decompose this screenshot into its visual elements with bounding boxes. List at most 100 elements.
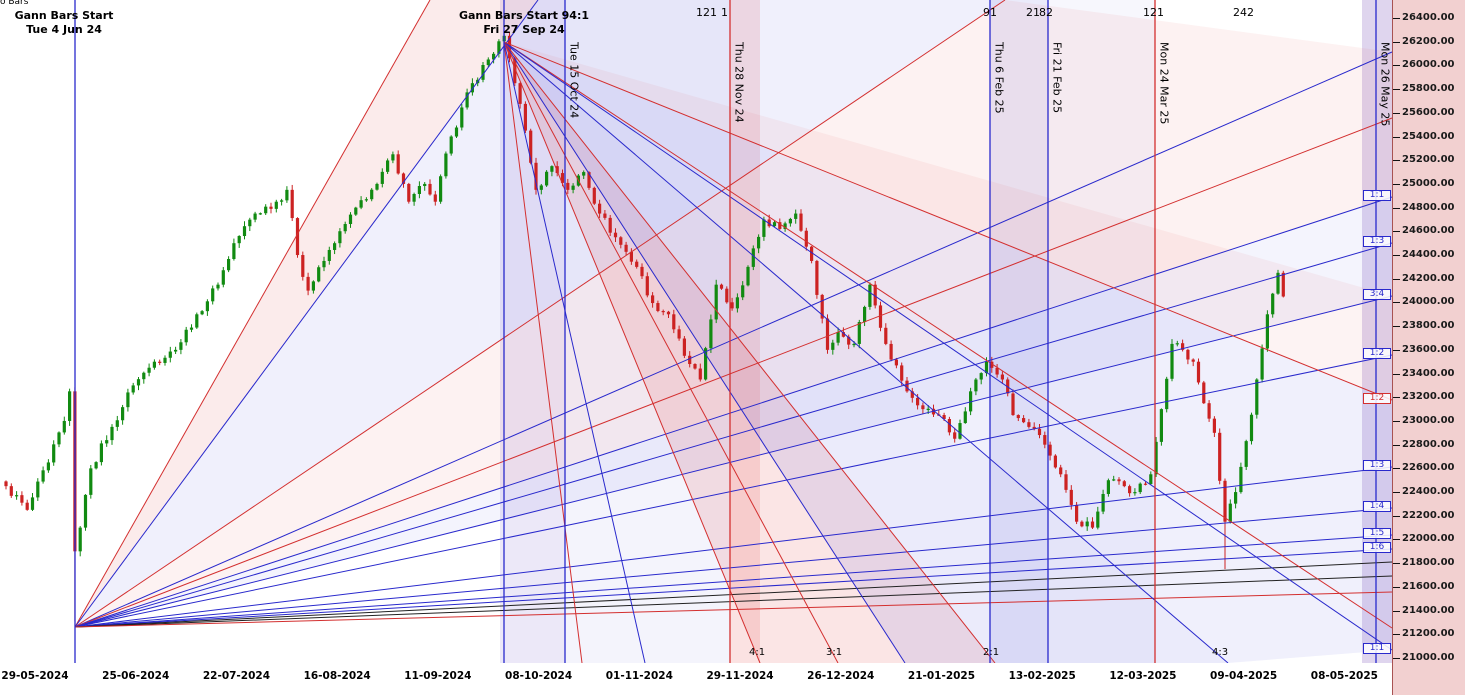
price-bar bbox=[666, 310, 671, 319]
y-axis-tick-label: 23400.00 bbox=[1402, 367, 1455, 379]
price-bar bbox=[94, 461, 98, 470]
time-axis[interactable] bbox=[0, 663, 1392, 695]
price-bar bbox=[836, 327, 840, 346]
y-axis-tick-label: 22400.00 bbox=[1402, 486, 1455, 498]
y-axis-tick bbox=[1393, 373, 1400, 375]
price-bar bbox=[20, 491, 24, 506]
price-axis[interactable]: 26400.00 26200.00 26000.00 25800.00 25600.00… bbox=[1392, 0, 1465, 695]
price-bar bbox=[391, 151, 395, 164]
price-bar bbox=[841, 327, 845, 338]
gann-fan-line[interactable] bbox=[503, 41, 1229, 664]
price-bar bbox=[1059, 464, 1063, 478]
price-bar bbox=[179, 339, 183, 355]
price-bar bbox=[444, 151, 448, 179]
price-bar bbox=[794, 209, 798, 224]
price-bar bbox=[783, 221, 787, 232]
gann-fan-line[interactable] bbox=[74, 561, 1393, 628]
y-axis-tick bbox=[1393, 468, 1400, 470]
price-bar bbox=[359, 196, 363, 210]
price-bar bbox=[921, 402, 925, 415]
price-bar bbox=[221, 267, 225, 288]
price-bar bbox=[571, 183, 575, 194]
y-axis-tick-label: 22600.00 bbox=[1402, 462, 1455, 474]
price-bar bbox=[274, 199, 278, 213]
y-axis-tick-label: 26200.00 bbox=[1402, 35, 1455, 47]
price-bar bbox=[831, 339, 835, 355]
price-bar bbox=[1255, 378, 1259, 419]
gann-fan-line[interactable] bbox=[74, 534, 1393, 628]
gann-fan-line[interactable] bbox=[74, 0, 431, 628]
price-bar bbox=[757, 234, 761, 254]
shaded-band bbox=[565, 0, 730, 663]
gann-fan-line[interactable] bbox=[74, 548, 1393, 628]
gann-fan-wedge bbox=[75, 0, 1392, 627]
price-bar bbox=[1271, 292, 1275, 318]
gann-fan-line[interactable] bbox=[74, 466, 1393, 628]
gann-fan-line[interactable] bbox=[503, 41, 906, 664]
price-bar bbox=[126, 388, 130, 412]
y-axis-tick bbox=[1393, 634, 1400, 636]
gann-fan-line[interactable] bbox=[74, 354, 1393, 628]
y-axis-tick bbox=[1393, 112, 1400, 114]
price-bar bbox=[910, 387, 914, 403]
gann-fan-line[interactable] bbox=[74, 242, 1393, 628]
price-bar bbox=[1218, 428, 1222, 485]
gann-fan-line[interactable] bbox=[503, 41, 1393, 651]
price-bar bbox=[248, 217, 252, 232]
price-bar bbox=[9, 483, 13, 498]
price-bar bbox=[147, 363, 151, 377]
price-bar bbox=[4, 480, 8, 490]
gann-fan-line[interactable] bbox=[503, 41, 996, 664]
gann-fan-line[interactable] bbox=[74, 295, 1393, 628]
price-bar bbox=[1202, 380, 1206, 405]
gann-fan-line[interactable] bbox=[74, 507, 1393, 628]
price-bar bbox=[481, 62, 485, 83]
price-bar bbox=[401, 172, 406, 188]
price-bar bbox=[1175, 340, 1179, 347]
price-bar bbox=[184, 326, 188, 346]
annotation-title: Gann Bars Start 94:1 bbox=[458, 9, 590, 22]
price-bar bbox=[1196, 358, 1201, 385]
price-bar bbox=[608, 214, 612, 237]
y-axis-tick-label: 23800.00 bbox=[1402, 320, 1455, 332]
price-bar bbox=[327, 246, 331, 265]
gann-fan-line[interactable] bbox=[503, 41, 583, 664]
price-bar bbox=[62, 416, 66, 435]
price-bar bbox=[1048, 441, 1052, 461]
y-axis-tick-label: 23000.00 bbox=[1402, 414, 1455, 426]
gann-fan-line[interactable] bbox=[74, 51, 1393, 628]
price-bar bbox=[534, 157, 538, 195]
price-bar bbox=[900, 362, 904, 386]
y-axis-tick bbox=[1393, 183, 1400, 185]
gann-fan-line[interactable] bbox=[74, 575, 1393, 628]
price-bar bbox=[205, 299, 209, 316]
price-bar bbox=[1149, 471, 1153, 485]
gann-fan-line[interactable] bbox=[503, 41, 839, 664]
price-bar bbox=[810, 245, 814, 264]
gann-fan-line[interactable] bbox=[74, 0, 539, 628]
gann-fan-line[interactable] bbox=[74, 117, 1393, 628]
price-bar bbox=[857, 319, 861, 349]
price-bar bbox=[290, 184, 294, 222]
price-bar bbox=[1037, 423, 1042, 439]
shaded-band bbox=[730, 0, 760, 663]
price-bar bbox=[338, 228, 342, 248]
y-axis-tick-label: 21000.00 bbox=[1402, 652, 1455, 663]
y-axis-tick bbox=[1393, 326, 1400, 328]
gann-fan-line[interactable] bbox=[74, 0, 1006, 628]
price-bar bbox=[433, 190, 437, 206]
gann-fan-line[interactable] bbox=[503, 41, 1393, 629]
gann-fan-line[interactable] bbox=[74, 196, 1393, 628]
price-bar bbox=[677, 325, 681, 341]
price-bar bbox=[1022, 415, 1026, 424]
y-axis-tick-label: 26000.00 bbox=[1402, 59, 1455, 71]
price-bar bbox=[470, 78, 474, 96]
gann-fan-line[interactable] bbox=[503, 41, 1393, 401]
gann-fan-line[interactable] bbox=[74, 591, 1393, 628]
price-bar bbox=[1244, 439, 1248, 470]
gann-fan-line[interactable] bbox=[503, 41, 761, 664]
price-bar bbox=[629, 248, 633, 265]
gann-fan-line[interactable] bbox=[503, 41, 646, 664]
price-bar bbox=[651, 292, 655, 308]
